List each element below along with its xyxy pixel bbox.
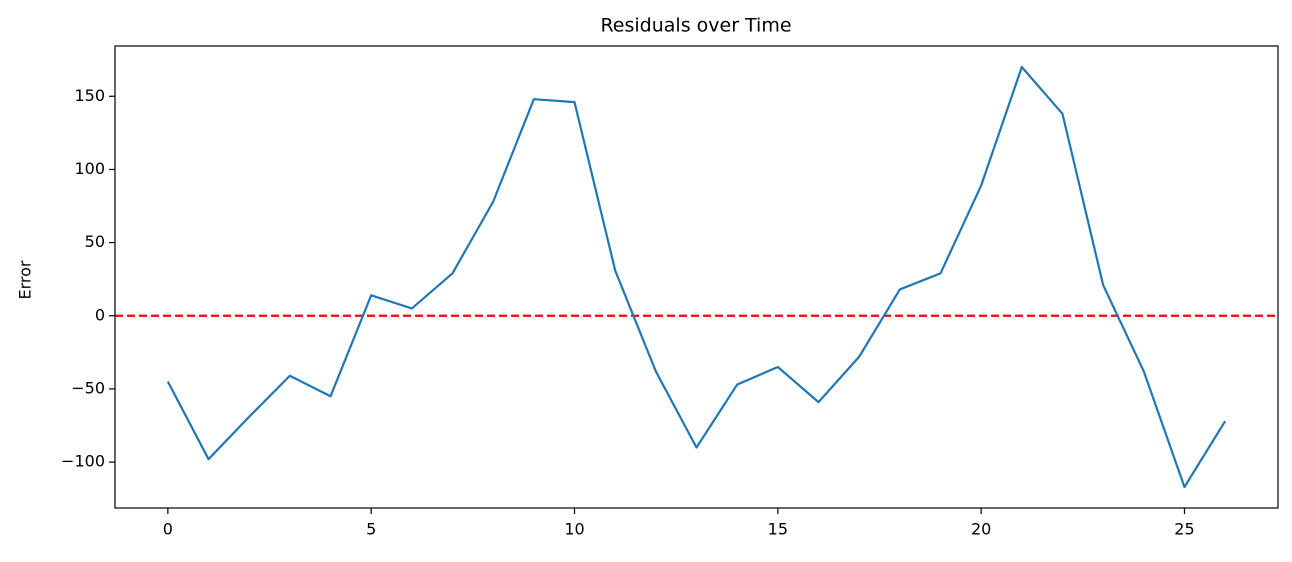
x-tick-label: 15 (768, 520, 788, 539)
plot-frame (114, 45, 1279, 509)
y-tick-label: 50 (85, 232, 105, 251)
y-axis-label: Error (16, 260, 35, 299)
x-tick-label: 5 (366, 520, 376, 539)
x-tick-label: 10 (564, 520, 584, 539)
chart-title: Residuals over Time (600, 15, 791, 37)
y-tick-label: −100 (61, 452, 105, 471)
line-series (166, 65, 1227, 489)
y-tick-label: 0 (95, 305, 105, 324)
y-tick-label: 100 (74, 159, 105, 178)
x-tick-label: 25 (1174, 520, 1194, 539)
y-tick-label: 150 (74, 86, 105, 105)
y-tick-label: −50 (71, 378, 105, 397)
x-tick-label: 0 (163, 520, 173, 539)
x-tick-label: 20 (971, 520, 991, 539)
